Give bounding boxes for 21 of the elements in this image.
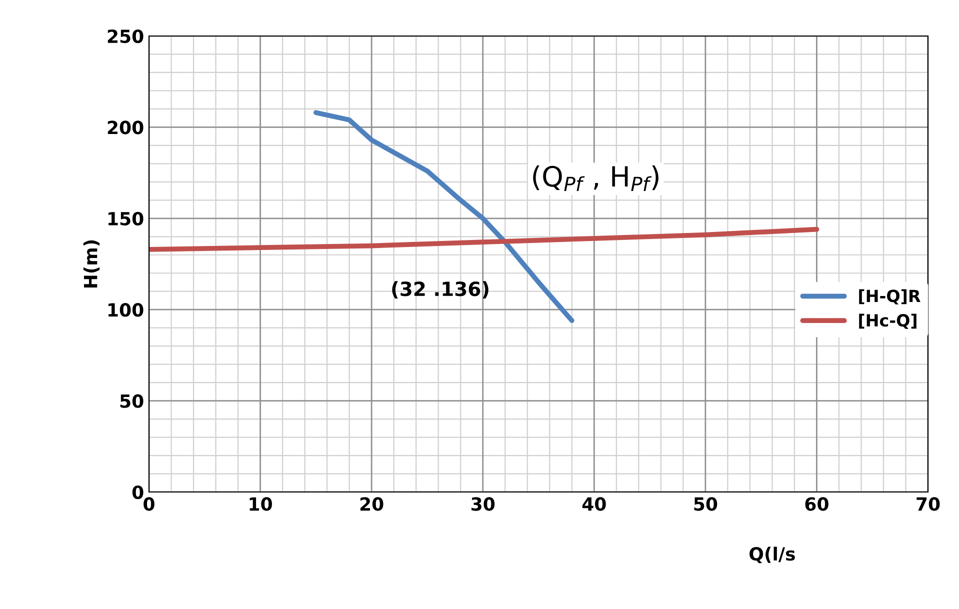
y-tick-label: 100 bbox=[108, 303, 144, 317]
y-axis-title: H(m) bbox=[83, 240, 100, 288]
y-tick-label: 200 bbox=[108, 120, 144, 134]
y-tick-label: 150 bbox=[108, 212, 144, 226]
x-tick-label: 0 bbox=[144, 497, 154, 511]
legend-label: [H-Q]R bbox=[859, 289, 920, 304]
legend-label: [Hc-Q] bbox=[859, 314, 916, 329]
x-tick-label: 20 bbox=[360, 497, 384, 511]
y-tick-label: 0 bbox=[132, 485, 144, 500]
x-axis-title: Q(l/s bbox=[750, 546, 795, 564]
x-tick-label: 70 bbox=[916, 497, 940, 511]
x-tick-label: 40 bbox=[582, 497, 606, 511]
y-tick-label: 50 bbox=[120, 394, 144, 408]
annotation: (Q$_{Pf}$ , H$_{Pf}$) bbox=[533, 165, 658, 192]
x-tick-label: 50 bbox=[694, 497, 718, 511]
x-tick-label: 30 bbox=[472, 497, 495, 511]
y-tick-label: 250 bbox=[108, 29, 144, 44]
line-series bbox=[149, 226, 820, 252]
annotation: (32 .136) bbox=[392, 281, 488, 298]
x-tick-label: 10 bbox=[250, 497, 272, 511]
x-tick-label: 60 bbox=[805, 497, 828, 511]
